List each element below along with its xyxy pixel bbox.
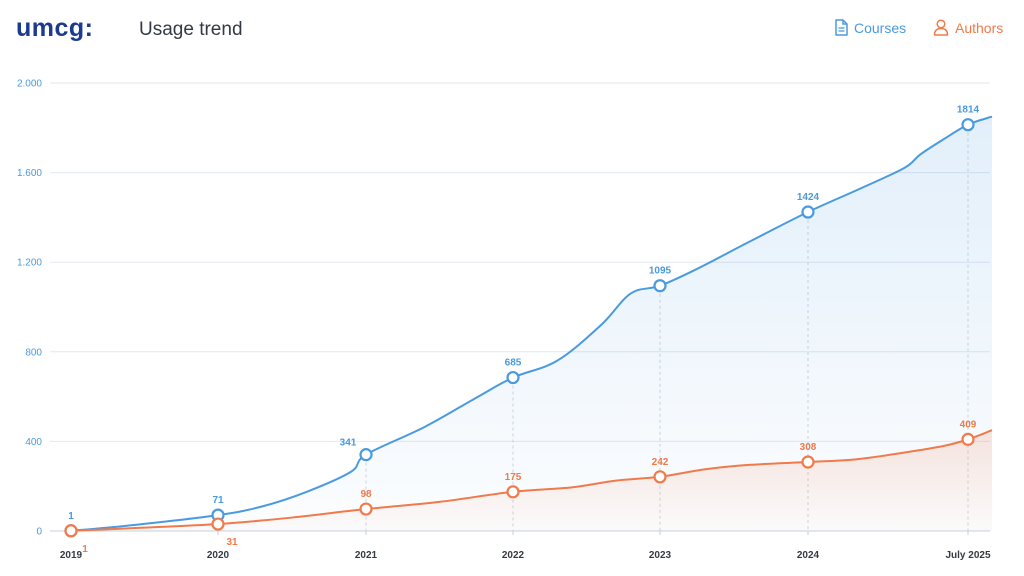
y-tick-label: 1.200 [17,258,42,269]
courses-area [71,116,992,531]
courses-line [70,115,993,532]
y-tick-label: 400 [25,437,42,448]
authors-point [211,517,225,531]
x-tick-label: 2023 [649,550,672,561]
authors-point [359,502,373,516]
authors-data-label: 1 [82,544,88,555]
courses-data-label: 1424 [797,192,820,203]
y-tick-label: 0 [36,527,42,538]
umcg-logo: umcg: [16,14,94,42]
legend-authors[interactable]: Authors [933,19,1003,36]
authors-point [801,455,815,469]
x-tick-label: 2022 [502,550,525,561]
courses-data-label: 685 [505,358,522,369]
x-tick-label: 2019 [60,550,83,561]
courses-data-label: 1095 [649,266,672,277]
courses-point [359,448,373,462]
authors-data-label: 175 [505,472,522,483]
legend-authors-label: Authors [955,19,1004,36]
authors-data-label: 409 [960,419,977,430]
authors-point [961,432,975,446]
x-tick-label: 2021 [355,550,378,561]
authors-data-label: 242 [652,457,669,468]
legend-courses-label: Courses [854,19,907,36]
person-icon [933,19,949,36]
y-tick-label: 1.600 [17,168,42,179]
authors-data-label: 308 [800,442,817,453]
authors-point [506,485,520,499]
courses-point [506,370,520,385]
courses-data-label: 1 [68,511,74,522]
authors-area [71,430,992,531]
courses-point [653,279,667,293]
authors-data-label: 98 [360,489,372,500]
courses-data-label: 341 [340,438,357,449]
courses-point [801,205,815,219]
document-icon [834,19,848,36]
authors-point [653,470,667,484]
courses-point [961,118,975,132]
y-tick-label: 800 [25,347,42,358]
courses-data-label: 1814 [957,105,980,116]
authors-point [64,524,78,538]
y-tick-label: 2.000 [17,79,42,90]
authors-data-label: 31 [226,537,238,548]
page-title: Usage trend [139,19,243,40]
courses-data-label: 71 [212,495,224,506]
x-tick-label: 2020 [207,550,230,561]
authors-line [70,429,993,532]
legend-courses[interactable]: Courses [834,19,906,36]
x-tick-label: 2024 [797,550,820,561]
x-tick-label: July 2025 [945,550,990,561]
